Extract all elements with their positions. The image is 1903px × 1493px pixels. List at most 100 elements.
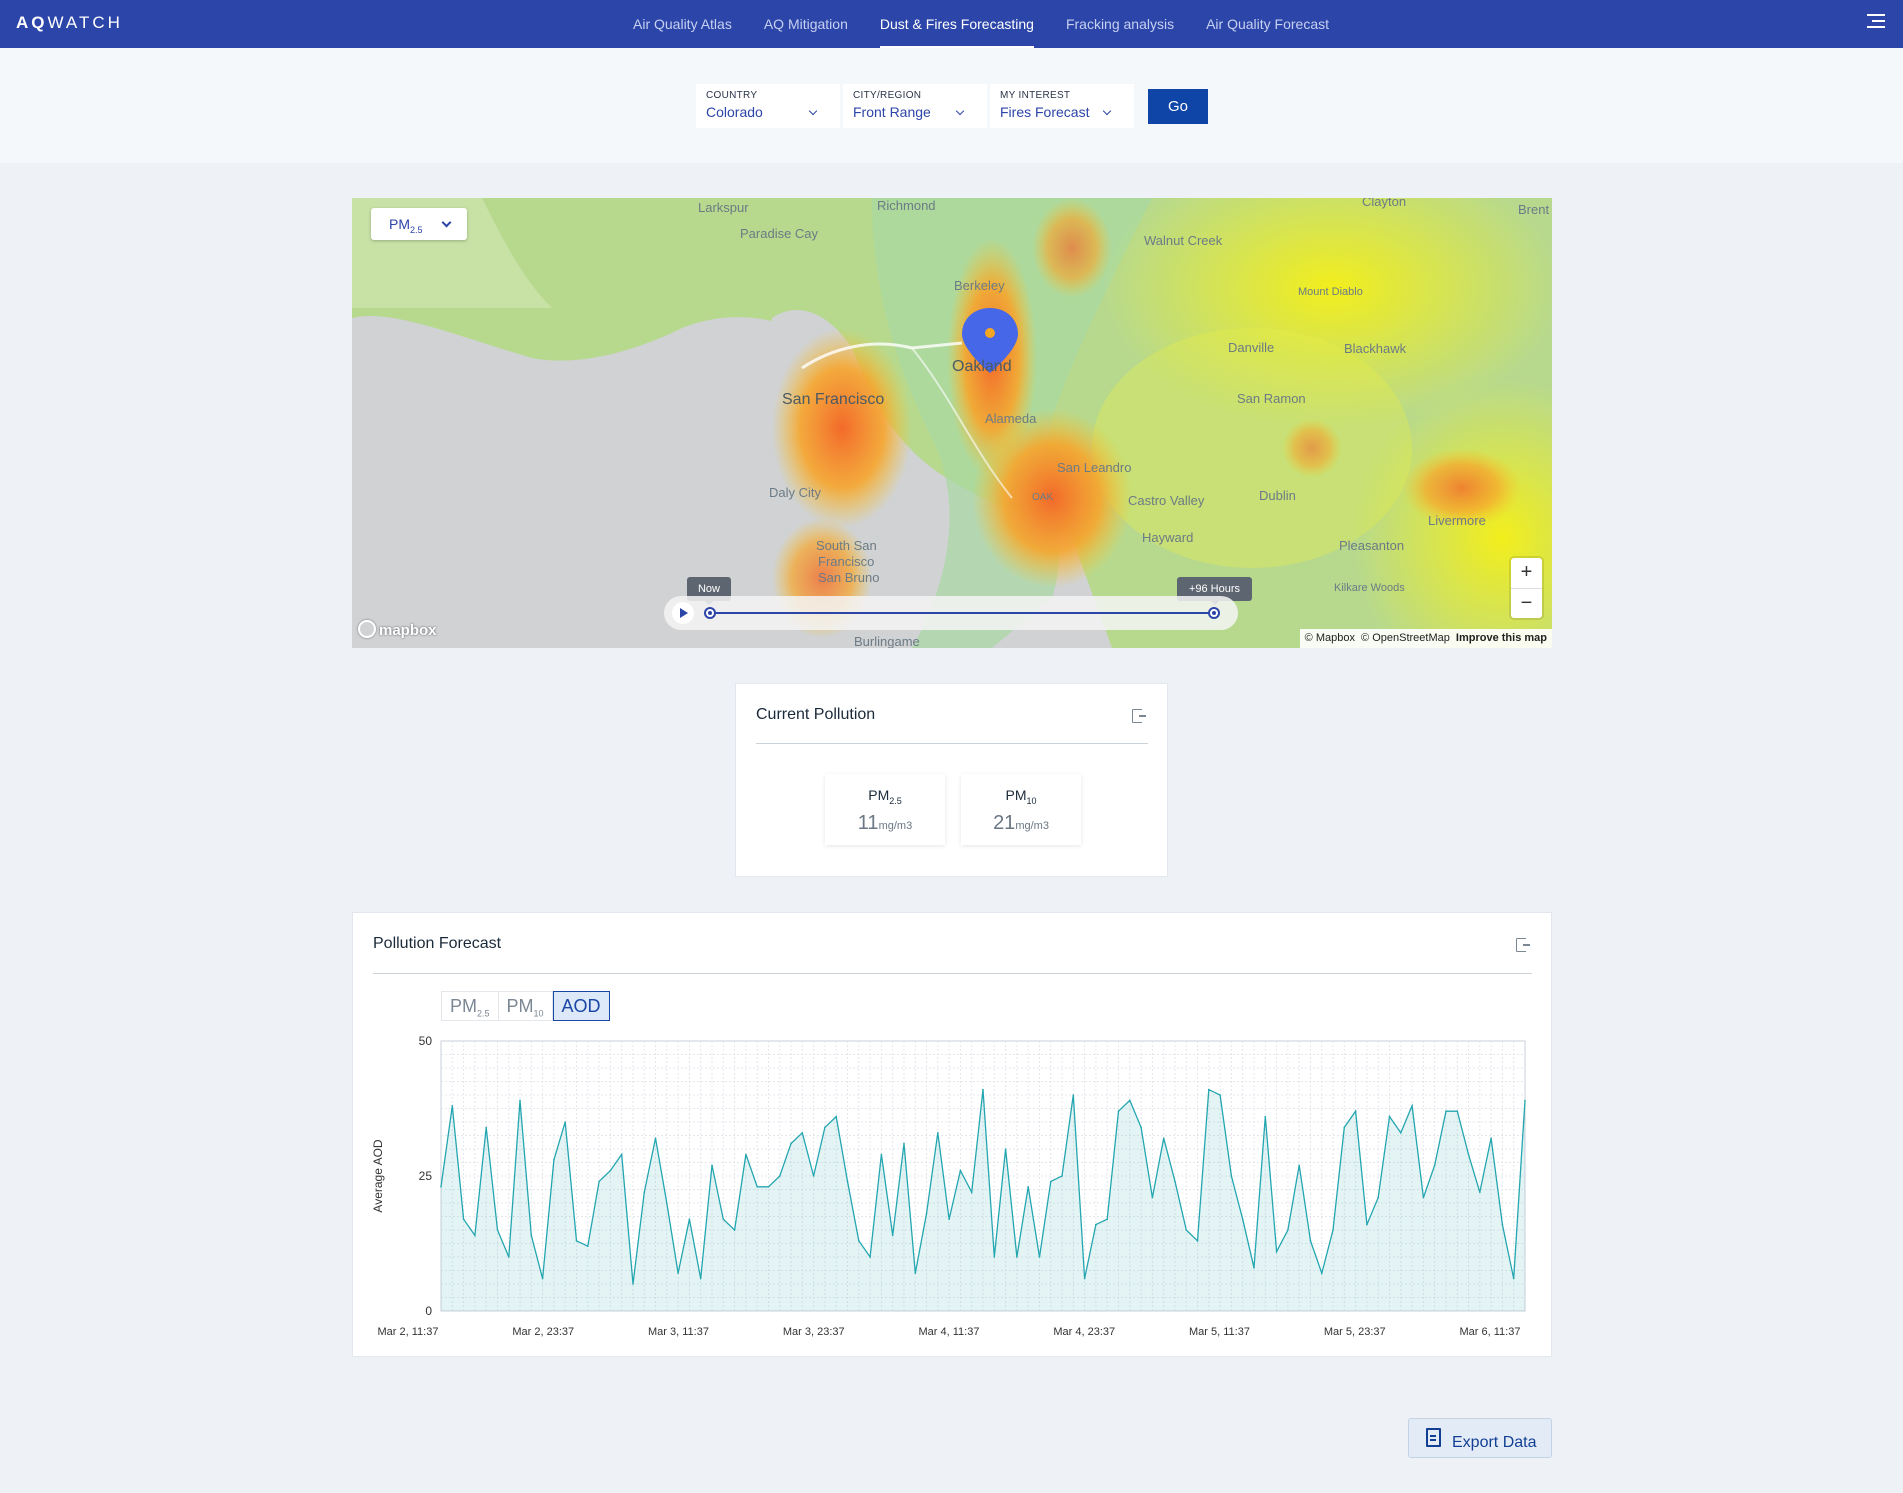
map-label: Livermore — [1428, 513, 1486, 528]
data-point — [925, 1213, 928, 1215]
current-pollution-title: Current Pollution — [756, 706, 876, 723]
tab-pm10[interactable]: PM10 — [498, 991, 553, 1021]
filter-bar: COUNTRY Colorado CITY/REGION Front Range… — [0, 48, 1903, 163]
data-point — [801, 1132, 804, 1134]
aod-chart: 0 25 50 Mar 2, 11:37 Mar 2, 23:37 Mar 3, 11:3… — [371, 1034, 1526, 1338]
pollutant-select[interactable]: PM2.5 — [371, 208, 467, 240]
mapbox-credit-link[interactable]: © Mapbox — [1304, 632, 1355, 644]
hamburger-menu-icon[interactable] — [1867, 14, 1885, 30]
data-point — [1399, 1132, 1402, 1134]
data-point — [496, 1229, 499, 1231]
data-point — [1004, 1148, 1007, 1150]
chevron-down-icon — [441, 217, 452, 228]
data-point — [959, 1169, 962, 1172]
mapbox-icon — [358, 620, 376, 638]
data-point — [824, 1126, 826, 1129]
city-region-select[interactable]: CITY/REGION Front Range — [843, 84, 987, 128]
osm-credit-link[interactable]: © OpenStreetMap — [1361, 632, 1450, 644]
expand-icon[interactable] — [1516, 937, 1531, 953]
map-label: Daly City — [769, 485, 822, 500]
data-point — [1208, 1088, 1210, 1091]
map-label: Richmond — [877, 198, 936, 213]
data-point — [1174, 1180, 1176, 1183]
data-point — [1445, 1110, 1447, 1112]
data-point — [1287, 1229, 1289, 1231]
zoom-in-button[interactable]: + — [1520, 561, 1533, 583]
map-label: Francisco — [818, 554, 875, 569]
data-point — [519, 1099, 521, 1102]
go-button[interactable]: Go — [1148, 89, 1208, 124]
data-point — [1072, 1094, 1075, 1096]
map-label: Clayton — [1362, 198, 1407, 209]
expand-icon[interactable] — [1132, 708, 1147, 724]
data-point — [1038, 1256, 1041, 1258]
pollutant-sub: 2.5 — [410, 224, 423, 235]
map-label: Blackhawk — [1344, 341, 1407, 356]
data-point — [1230, 1175, 1233, 1177]
data-point — [1456, 1110, 1459, 1112]
data-point — [1117, 1110, 1120, 1112]
data-point — [1524, 1099, 1526, 1102]
nav-fracking-analysis[interactable]: Fracking analysis — [1065, 16, 1175, 32]
nav-air-quality-atlas[interactable]: Air Quality Atlas — [633, 16, 732, 32]
interest-select[interactable]: MY INTEREST Fires Forecast — [990, 84, 1134, 128]
divider — [373, 973, 1532, 974]
data-point — [699, 1277, 702, 1280]
data-point — [937, 1132, 939, 1134]
x-tick-label: Mar 5, 11:37 — [1189, 1326, 1250, 1338]
map-label: Larkspur — [698, 200, 749, 215]
data-point — [688, 1218, 691, 1220]
data-point — [982, 1088, 984, 1091]
nav-dust-fires-forecasting[interactable]: Dust & Fires Forecasting — [879, 0, 1034, 48]
data-point — [541, 1277, 544, 1280]
reading-label: PM2.5 — [868, 787, 902, 806]
export-data-button[interactable]: Export Data — [1408, 1418, 1552, 1458]
data-point — [812, 1175, 815, 1177]
slider-start-handle[interactable] — [704, 607, 716, 619]
logo-text: WATCH — [47, 13, 123, 32]
time-slider[interactable] — [664, 596, 1238, 630]
play-icon[interactable] — [672, 602, 694, 624]
mapbox-logo[interactable]: mapbox — [358, 620, 437, 639]
document-icon — [1426, 1428, 1441, 1447]
nav-air-quality-forecast[interactable]: Air Quality Forecast — [1206, 16, 1330, 32]
tab-pm25[interactable]: PM2.5 — [441, 991, 499, 1021]
data-point — [1354, 1110, 1357, 1112]
data-point — [654, 1137, 657, 1139]
tab-aod[interactable]: AOD — [552, 991, 610, 1021]
slider-track[interactable] — [710, 612, 1215, 614]
data-point — [1219, 1094, 1221, 1096]
y-tick-label: 0 — [425, 1304, 432, 1318]
city-region-label: CITY/REGION — [853, 90, 922, 101]
nav-aq-mitigation[interactable]: AQ Mitigation — [763, 16, 848, 32]
data-point — [846, 1180, 849, 1183]
data-point — [1411, 1105, 1413, 1107]
x-tick-label: Mar 5, 23:37 — [1324, 1326, 1386, 1338]
y-axis-label: Average AOD — [371, 1139, 385, 1212]
data-point — [1309, 1240, 1312, 1242]
country-select[interactable]: COUNTRY Colorado — [696, 84, 840, 128]
map-label: OAK — [1032, 492, 1054, 503]
data-point — [835, 1115, 838, 1118]
slider-end-handle[interactable] — [1208, 607, 1220, 619]
data-point — [1366, 1223, 1368, 1226]
data-point — [1467, 1153, 1470, 1156]
pollution-map[interactable]: Larkspur Richmond Clayton Brent Paradise… — [352, 198, 1552, 648]
map-label: Berkeley — [954, 278, 1005, 293]
data-point — [609, 1169, 612, 1172]
data-point — [767, 1186, 770, 1188]
main-nav: Air Quality Atlas AQ Mitigation Dust & F… — [633, 0, 1361, 48]
data-point — [1140, 1126, 1142, 1129]
map-label: Danville — [1228, 340, 1275, 355]
data-point — [1049, 1180, 1052, 1183]
improve-map-link[interactable]: Improve this map — [1455, 632, 1547, 644]
data-point — [1061, 1175, 1063, 1177]
data-point — [598, 1180, 600, 1183]
zoom-out-button[interactable]: − — [1511, 588, 1542, 618]
data-point — [1185, 1229, 1188, 1231]
data-point — [790, 1142, 792, 1145]
data-point — [530, 1234, 533, 1237]
y-tick-label: 50 — [419, 1034, 433, 1048]
app-logo[interactable]: AQWATCH — [16, 13, 123, 33]
data-point — [451, 1105, 454, 1107]
